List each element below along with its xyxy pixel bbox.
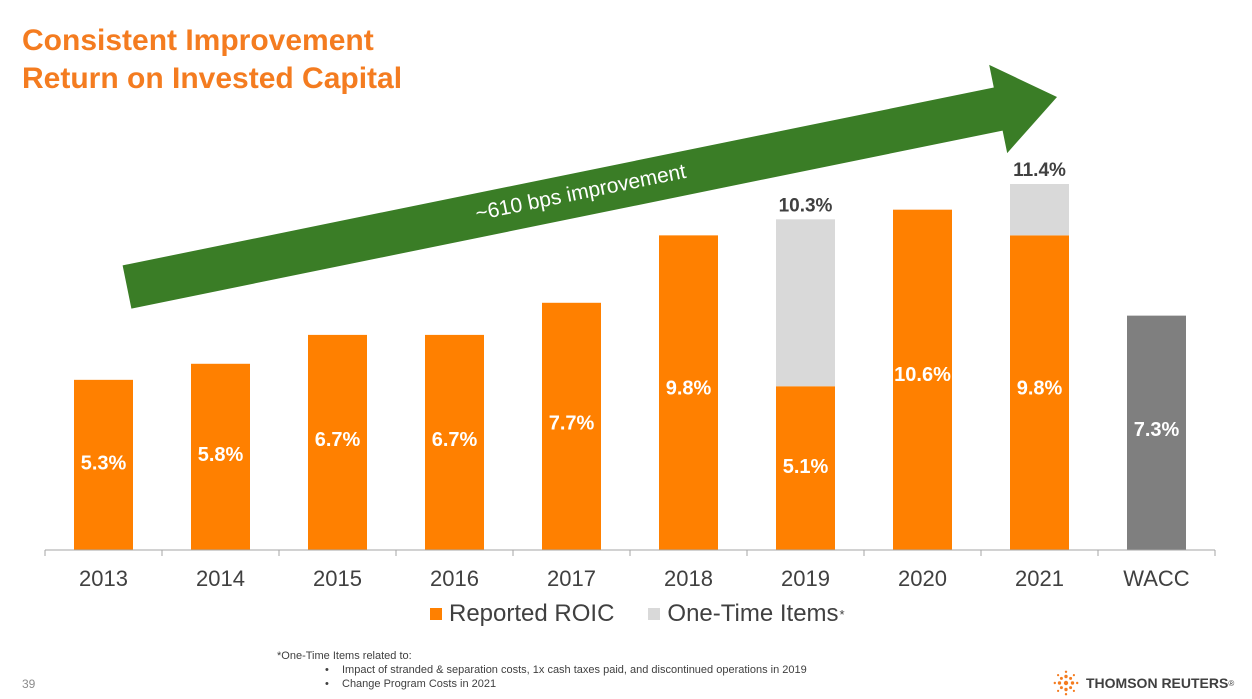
bar-reported-roic-2017	[542, 302, 601, 550]
total-label-2019: 10.3%	[779, 195, 833, 216]
bar-reported-roic-2014	[191, 363, 250, 550]
logo-registered-mark: ®	[1228, 678, 1235, 688]
bar-one-time-items-2019	[776, 219, 835, 387]
footnote-item: Impact of stranded & separation costs, 1…	[325, 663, 807, 677]
bar-wacc	[1127, 315, 1186, 550]
improvement-arrow	[122, 64, 1058, 309]
page-number: 39	[22, 677, 36, 691]
x-tick-label-2016: 2016	[430, 566, 479, 591]
reuters-logo-icon	[1053, 670, 1079, 696]
legend-asterisk: *	[839, 606, 845, 622]
bar-value-label-2014: 5.8%	[198, 444, 244, 466]
bar-value-label-2017: 7.7%	[549, 412, 595, 434]
bar-value-label-wacc: 7.3%	[1134, 419, 1180, 441]
bar-reported-roic-2013	[74, 379, 133, 550]
footnote-list: Impact of stranded & separation costs, 1…	[277, 663, 807, 691]
x-tick-label-2015: 2015	[313, 566, 362, 591]
title-line-1: Consistent Improvement	[22, 24, 374, 57]
bar-reported-roic-2019	[776, 386, 835, 550]
x-tick-label-wacc: WACC	[1123, 566, 1190, 591]
legend-item-reported-roic: Reported ROIC	[430, 600, 614, 628]
bar-one-time-items-2021	[1010, 184, 1069, 236]
bar-value-label-2015: 6.7%	[315, 429, 361, 451]
bar-reported-roic-2015	[308, 334, 367, 550]
x-tick-label-2019: 2019	[781, 566, 830, 591]
bar-reported-roic-2016	[425, 334, 484, 550]
legend-swatch-reported-roic	[430, 608, 442, 620]
bar-value-label-2018: 9.8%	[666, 377, 712, 399]
legend-item-one-time-items: One-Time Items *	[648, 600, 845, 628]
thomson-reuters-logo: THOMSON REUTERS ®	[1053, 670, 1234, 696]
slide-title: Consistent Improvement Return on Investe…	[22, 22, 402, 98]
x-tick-label-2020: 2020	[898, 566, 947, 591]
legend-label-one-time-items: One-Time Items	[667, 600, 839, 627]
legend-swatch-one-time-items	[648, 608, 661, 620]
title-line-2: Return on Invested Capital	[22, 62, 403, 95]
bar-value-label-2016: 6.7%	[432, 429, 478, 451]
legend-label-reported-roic: Reported ROIC	[449, 600, 615, 627]
footnote-heading: *One-Time Items related to:	[277, 650, 412, 662]
bar-reported-roic-2020	[893, 209, 952, 550]
x-tick-label-2013: 2013	[79, 566, 128, 591]
bar-value-label-2013: 5.3%	[81, 453, 127, 475]
bar-value-label-2020: 10.6%	[894, 364, 951, 386]
x-tick-label-2018: 2018	[664, 566, 713, 591]
footnote-item: Change Program Costs in 2021	[325, 677, 807, 691]
bar-value-label-2021: 9.8%	[1017, 377, 1063, 399]
x-tick-label-2014: 2014	[196, 566, 245, 591]
bar-reported-roic-2018	[659, 235, 718, 551]
bar-reported-roic-2021	[1010, 235, 1069, 551]
x-tick-label-2021: 2021	[1015, 566, 1064, 591]
x-tick-label-2017: 2017	[547, 566, 596, 591]
bar-value-label-2019: 5.1%	[783, 456, 829, 478]
logo-text: THOMSON REUTERS	[1086, 675, 1229, 691]
footnote: *One-Time Items related to: Impact of st…	[277, 649, 807, 691]
chart-legend: Reported ROIC One-Time Items *	[430, 600, 879, 628]
roic-chart: 5.3% 2013 5.8% 2014 6.7% 2015 6.7% 2016 7.7% 2017…	[44, 64, 1216, 591]
total-label-2021: 11.4%	[1013, 160, 1066, 181]
